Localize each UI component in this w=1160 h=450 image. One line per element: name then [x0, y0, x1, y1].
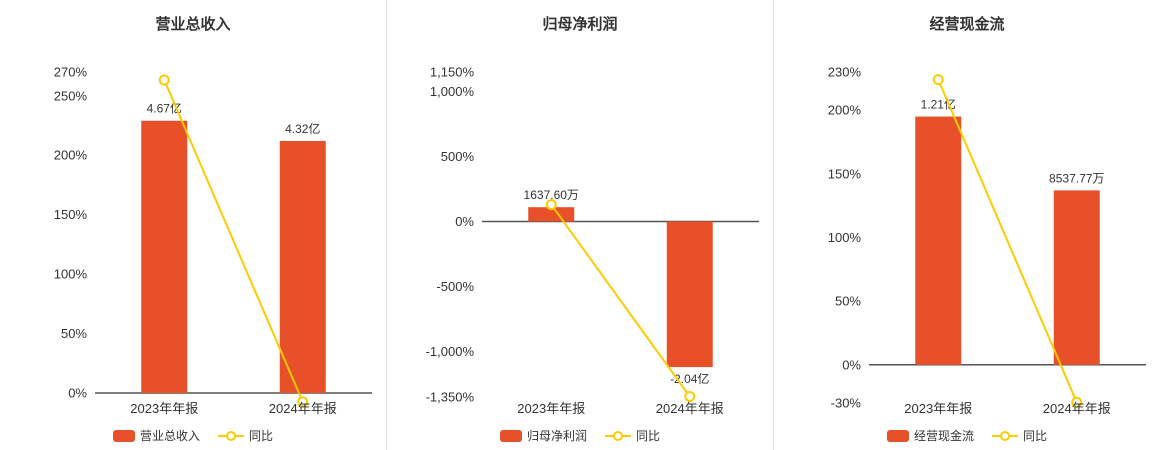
yoy-line	[163, 79, 304, 403]
y-tick-label: 250%	[54, 88, 88, 103]
bar-swatch-icon	[886, 429, 909, 442]
x-category-label: 2023年年报	[517, 401, 585, 416]
bar-value-label: 4.32亿	[285, 121, 320, 136]
y-tick-label: -500%	[436, 279, 474, 294]
x-category-label: 2023年年报	[904, 401, 972, 416]
bar-2024年年报	[666, 221, 713, 368]
bar-swatch-icon	[112, 429, 135, 442]
yoy-marker	[932, 74, 944, 86]
y-tick-label: -1,000%	[426, 344, 475, 359]
y-tick-label: 150%	[54, 207, 88, 222]
legend-item-bar-series[interactable]: 经营现金流	[886, 427, 974, 444]
y-tick-label: 200%	[828, 103, 862, 118]
bar-2023年年报	[528, 207, 575, 222]
bar-swatch-icon	[499, 429, 522, 442]
y-tick-label: 230%	[828, 65, 862, 80]
y-tick-label: 200%	[54, 148, 88, 163]
legend-item-bar-series[interactable]: 营业总收入	[112, 427, 200, 444]
legend: 营业总收入 同比	[0, 427, 386, 444]
legend: 经营现金流 同比	[774, 427, 1160, 444]
y-tick-label: 100%	[54, 267, 88, 282]
bar-value-label: 8537.77万	[1049, 171, 1104, 185]
chart-title: 归母净利润	[542, 16, 618, 33]
x-category-label: 2024年年报	[656, 401, 724, 416]
y-tick-label: 50%	[61, 326, 87, 341]
chart-panel-operating-revenue: 营业总收入 270% 250% 200% 150% 100% 50% 0% 4.67亿 4.32…	[0, 0, 386, 450]
operating-revenue-chart: 270% 250% 200% 150% 100% 50% 0% 4.67亿 4.32亿 2023年…	[54, 65, 372, 416]
y-tick-label: 270%	[54, 65, 88, 80]
legend-label: 同比	[636, 429, 661, 443]
legend-label: 归母净利润	[526, 429, 587, 443]
legend-item-line-series[interactable]: 同比	[992, 427, 1047, 444]
line-swatch-icon	[605, 430, 631, 441]
y-tick-label: -30%	[831, 396, 862, 411]
chart-title: 营业总收入	[155, 16, 231, 33]
x-category-label: 2024年年报	[1043, 401, 1111, 416]
y-tick-label: 0%	[455, 214, 474, 229]
y-tick-label: -1,350%	[426, 390, 475, 405]
operating-cashflow-chart: 230%200%150%100%50%0%-30%1.21亿8537.77万20…	[828, 65, 1146, 416]
y-tick-label: 100%	[828, 230, 862, 245]
y-tick-label: 50%	[835, 294, 861, 309]
bar-value-label: 4.67亿	[147, 101, 182, 116]
line-swatch-icon	[992, 430, 1018, 441]
bar-value-label: 1637.60万	[524, 188, 579, 202]
yoy-marker	[158, 74, 170, 86]
yoy-line	[550, 204, 691, 398]
legend-item-line-series[interactable]: 同比	[218, 427, 273, 444]
bar-2023年年报	[915, 116, 962, 365]
legend-label: 同比	[249, 429, 274, 443]
yoy-marker	[1071, 396, 1083, 408]
yoy-line	[937, 79, 1078, 403]
y-tick-label: 1,000%	[430, 84, 475, 99]
y-tick-label: 0%	[68, 386, 87, 401]
bar-2024年年报	[1053, 190, 1100, 365]
net-profit-chart: 1,150% 1,000% 500% 0% -500% -1,000% -1,350% 163…	[426, 65, 759, 416]
y-tick-label: 150%	[828, 166, 862, 181]
y-tick-label: 500%	[441, 149, 475, 164]
yoy-marker	[684, 390, 696, 402]
bar-2024年年报	[279, 140, 326, 393]
legend-label: 营业总收入	[139, 429, 200, 443]
x-category-label: 2024年年报	[269, 401, 337, 416]
chart-panel-net-profit: 归母净利润 1,150% 1,000% 500% 0% -500% -1,000% -1,3…	[386, 0, 773, 450]
x-category-label: 2023年年报	[130, 401, 198, 416]
legend: 归母净利润 同比	[387, 427, 773, 444]
legend-item-bar-series[interactable]: 归母净利润	[499, 427, 587, 444]
legend-label: 经营现金流	[913, 429, 974, 443]
legend-label: 同比	[1023, 429, 1048, 443]
y-tick-label: 0%	[842, 357, 861, 372]
yoy-marker	[297, 396, 309, 408]
legend-item-line-series[interactable]: 同比	[605, 427, 660, 444]
bar-2023年年报	[141, 120, 188, 393]
chart-title: 经营现金流	[929, 16, 1005, 33]
chart-panel-operating-cashflow: 经营现金流 230% 200% 150% 100% 50% 0% -30% 1.21亿 8537…	[773, 0, 1160, 450]
y-tick-label: 1,150%	[430, 65, 475, 80]
yoy-marker	[545, 199, 557, 211]
line-swatch-icon	[218, 430, 244, 441]
